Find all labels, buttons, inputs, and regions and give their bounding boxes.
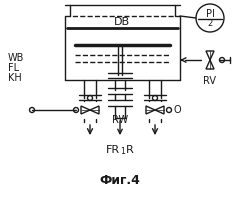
Text: FR: FR — [106, 145, 120, 155]
Text: $_1$R: $_1$R — [120, 143, 135, 157]
Text: PI: PI — [206, 9, 214, 19]
Text: FL: FL — [8, 63, 19, 73]
Text: O: O — [173, 105, 181, 115]
Text: RW: RW — [112, 115, 128, 125]
Text: KH: KH — [8, 73, 22, 83]
Text: 2: 2 — [207, 19, 213, 28]
Text: WB: WB — [8, 53, 24, 63]
Text: RV: RV — [204, 76, 216, 86]
Text: Фиг.4: Фиг.4 — [100, 173, 140, 186]
Text: DB: DB — [114, 17, 130, 27]
